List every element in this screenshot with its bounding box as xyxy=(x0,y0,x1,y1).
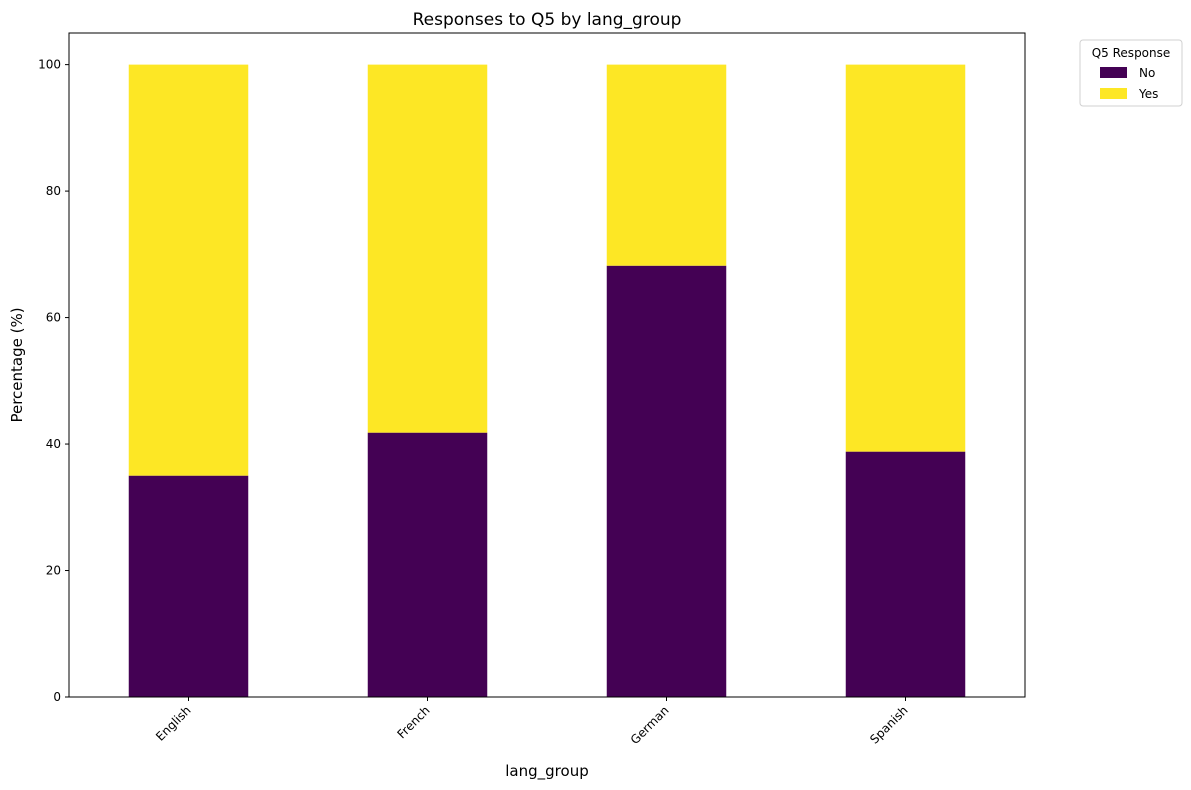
y-tick-label: 60 xyxy=(46,311,61,325)
y-axis: 0 20 40 60 80 100 xyxy=(38,58,69,704)
legend-items: No Yes xyxy=(1100,66,1158,101)
legend-title: Q5 Response xyxy=(1092,46,1171,60)
bar-french-no xyxy=(367,432,488,697)
x-tick-label: Spanish xyxy=(867,703,910,746)
bar-german-yes xyxy=(606,64,727,266)
x-axis-label: lang_group xyxy=(505,762,588,781)
chart-title: Responses to Q5 by lang_group xyxy=(413,10,682,30)
y-tick-label: 40 xyxy=(46,437,61,451)
x-tick-label: German xyxy=(628,703,672,747)
x-tick-label: English xyxy=(153,703,194,744)
bar-english-yes xyxy=(128,64,249,476)
y-tick-label: 0 xyxy=(53,690,61,704)
x-axis: English French German Spanish xyxy=(153,697,911,747)
legend-swatch-yes xyxy=(1100,88,1127,99)
bars-group xyxy=(128,64,966,697)
bar-spanish-no xyxy=(845,451,966,697)
y-tick-label: 100 xyxy=(38,58,61,72)
y-tick-label: 20 xyxy=(46,564,61,578)
bar-english-no xyxy=(128,475,249,697)
bar-french-yes xyxy=(367,64,488,433)
bar-german-no xyxy=(606,265,727,697)
legend-label-yes: Yes xyxy=(1138,87,1158,101)
legend: Q5 Response No Yes xyxy=(1079,39,1183,107)
bar-spanish-yes xyxy=(845,64,966,452)
y-axis-label: Percentage (%) xyxy=(8,307,26,422)
legend-swatch-no xyxy=(1100,67,1127,78)
y-tick-label: 80 xyxy=(46,184,61,198)
x-tick-label: French xyxy=(395,703,433,741)
legend-label-no: No xyxy=(1139,66,1155,80)
plot-frame xyxy=(68,32,1026,698)
